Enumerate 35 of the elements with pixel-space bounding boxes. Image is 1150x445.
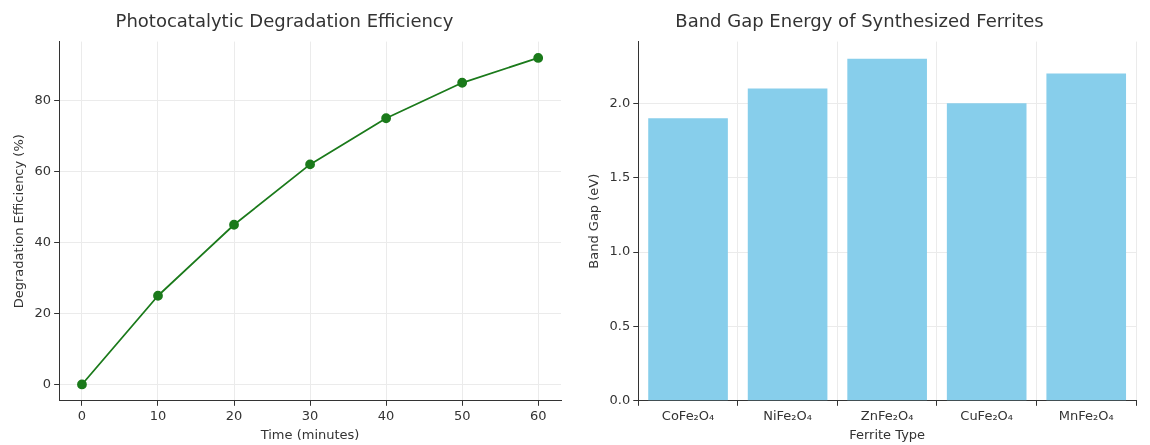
y-axis-title: Degradation Efficiency (%) bbox=[11, 134, 27, 309]
point bbox=[77, 379, 87, 390]
x-axis-title: Ferrite Type bbox=[849, 426, 926, 442]
y-tick-label: 0 bbox=[42, 375, 52, 391]
x-tick-label: MnFe₂O₄ bbox=[1058, 407, 1114, 423]
y-tick-label: 20 bbox=[34, 304, 52, 320]
y-tick-label: 2.0 bbox=[609, 94, 631, 110]
point bbox=[457, 77, 468, 88]
x-tick-label: 10 bbox=[149, 407, 167, 423]
x-axis-title: Time (minutes) bbox=[259, 426, 360, 442]
point bbox=[153, 290, 163, 301]
y-tick-label: 1.0 bbox=[609, 243, 631, 259]
x-tick-label: ZnFe₂O₄ bbox=[860, 407, 914, 423]
point bbox=[229, 219, 239, 230]
x-tick-label: 20 bbox=[225, 407, 243, 423]
point bbox=[305, 159, 315, 170]
y-tick-label: 40 bbox=[34, 233, 52, 249]
y-tick-label: 0.0 bbox=[609, 392, 631, 408]
y-axis-title: Band Gap (eV) bbox=[586, 173, 602, 269]
y-tick-label: 60 bbox=[34, 162, 52, 178]
y-tick-label: 1.5 bbox=[609, 169, 631, 185]
x-tick-label: 30 bbox=[301, 407, 319, 423]
x-tick-label: 60 bbox=[529, 407, 547, 423]
y-tick-label: 0.5 bbox=[609, 317, 631, 333]
chart-title: Band Gap Energy of Synthesized Ferrites bbox=[675, 10, 1044, 32]
chart-title: Photocatalytic Degradation Efficiency bbox=[115, 10, 454, 32]
x-tick-label: 0 bbox=[77, 407, 87, 423]
x-tick-label: CuFe₂O₄ bbox=[960, 407, 1014, 423]
point bbox=[533, 53, 544, 63]
y-tick-label: 80 bbox=[34, 91, 52, 107]
x-tick-label: 40 bbox=[377, 407, 395, 423]
point bbox=[381, 113, 392, 124]
x-tick-label: CoFe₂O₄ bbox=[661, 407, 715, 423]
x-tick-label: 50 bbox=[453, 407, 471, 423]
x-tick-label: NiFe₂O₄ bbox=[763, 407, 812, 423]
